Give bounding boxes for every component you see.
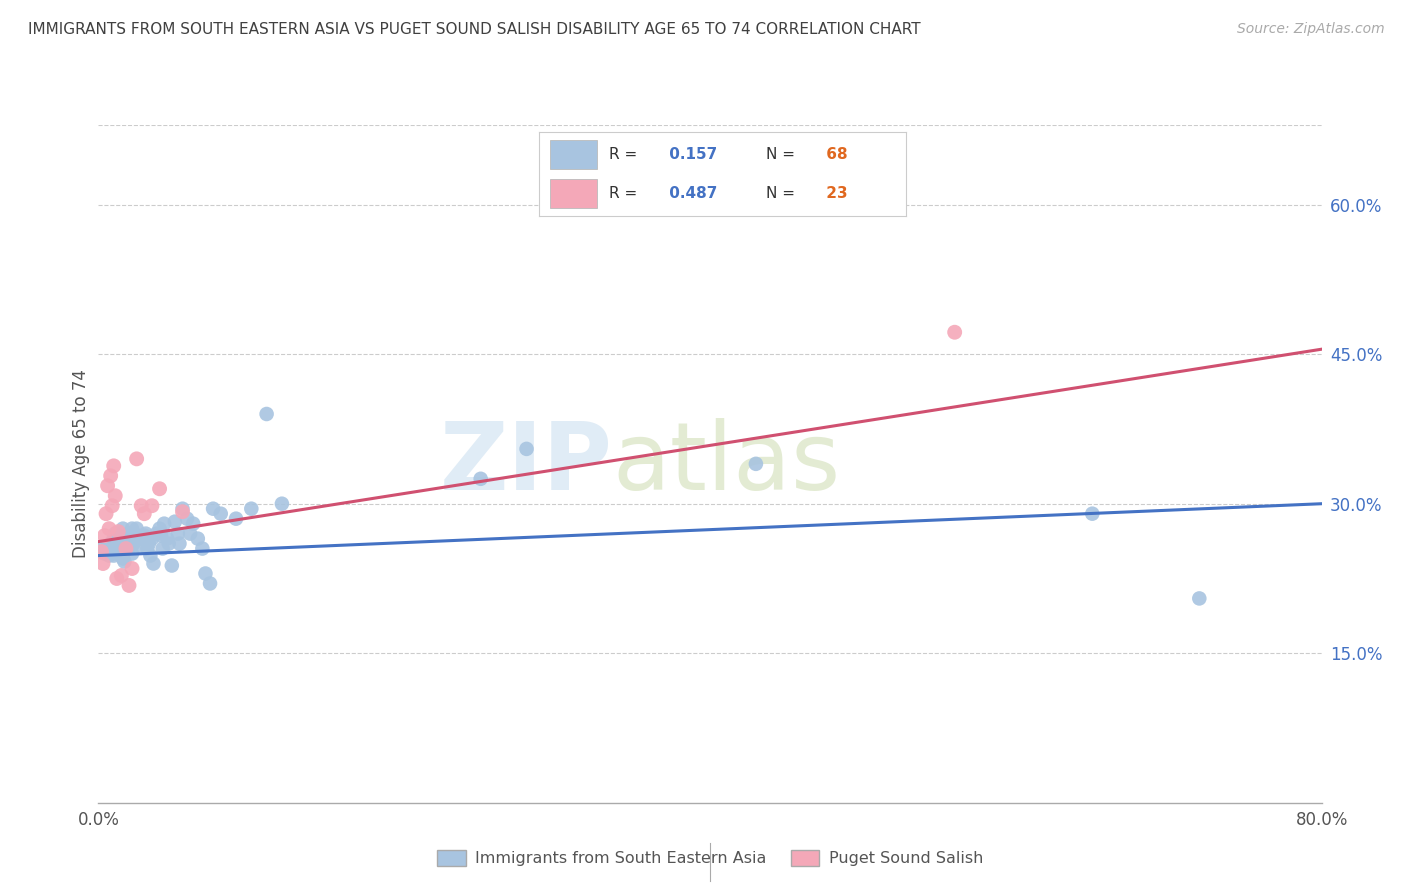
Point [149, 522, 172, 536]
Point [1081, 507, 1104, 521]
Point [110, 534, 132, 549]
Point [179, 526, 201, 541]
Point [167, 526, 190, 541]
Point [270, 497, 292, 511]
Point [153, 516, 176, 531]
Point [127, 528, 149, 542]
Point [118, 578, 141, 592]
Point [256, 407, 278, 421]
Point [122, 536, 145, 550]
Y-axis label: Disability Age 65 to 74: Disability Age 65 to 74 [72, 369, 90, 558]
Point [150, 528, 173, 542]
Text: ZIP: ZIP [439, 417, 612, 510]
Point [129, 499, 152, 513]
Point [103, 458, 125, 473]
Point [93, 528, 115, 542]
Point [103, 532, 125, 546]
Point [181, 516, 204, 531]
Point [145, 526, 167, 541]
Point [111, 551, 134, 566]
Point [100, 468, 122, 483]
Point [141, 532, 163, 546]
Point [110, 544, 132, 558]
Point [115, 541, 138, 556]
Point [100, 536, 122, 550]
Point [209, 507, 232, 521]
Point [134, 507, 156, 521]
Point [138, 536, 160, 550]
Point [125, 522, 148, 536]
Point [156, 532, 179, 546]
Point [176, 511, 198, 525]
Point [194, 566, 217, 581]
Point [169, 536, 191, 550]
Point [135, 526, 157, 541]
Point [125, 451, 148, 466]
Point [108, 544, 131, 558]
Point [101, 499, 124, 513]
Text: atlas: atlas [612, 417, 841, 510]
Point [115, 539, 138, 553]
Point [93, 547, 115, 561]
Point [110, 568, 132, 582]
Point [136, 541, 159, 556]
Point [97, 539, 120, 553]
Point [172, 501, 194, 516]
Point [94, 544, 117, 558]
Point [112, 539, 135, 553]
Point [105, 547, 128, 561]
Point [118, 541, 141, 556]
Point [111, 522, 134, 536]
Point [134, 528, 156, 542]
Point [943, 325, 966, 339]
Point [105, 539, 128, 553]
Point [121, 561, 143, 575]
Point [745, 457, 768, 471]
Point [516, 442, 538, 456]
Point [120, 532, 142, 546]
Point [225, 511, 247, 525]
Point [202, 501, 225, 516]
Point [101, 541, 124, 556]
Point [187, 532, 209, 546]
Point [105, 572, 128, 586]
Point [112, 555, 135, 569]
Point [152, 541, 174, 556]
Point [470, 472, 492, 486]
Point [104, 489, 127, 503]
Point [141, 499, 163, 513]
Point [129, 532, 152, 546]
Point [172, 505, 194, 519]
Point [160, 558, 183, 573]
Point [142, 557, 165, 571]
Point [191, 541, 214, 556]
Point [98, 522, 121, 536]
Point [118, 526, 141, 541]
Point [1188, 591, 1211, 606]
Point [103, 549, 125, 563]
Point [107, 528, 129, 542]
Point [94, 507, 117, 521]
Point [139, 549, 162, 563]
Text: Source: ZipAtlas.com: Source: ZipAtlas.com [1237, 22, 1385, 37]
Point [240, 501, 263, 516]
Point [97, 479, 120, 493]
Legend: Immigrants from South Eastern Asia, Puget Sound Salish: Immigrants from South Eastern Asia, Puge… [430, 844, 990, 872]
Point [121, 522, 143, 536]
Point [90, 544, 112, 558]
Point [163, 515, 186, 529]
Point [157, 536, 180, 550]
Point [98, 549, 121, 563]
Text: IMMIGRANTS FROM SOUTH EASTERN ASIA VS PUGET SOUND SALISH DISABILITY AGE 65 TO 74: IMMIGRANTS FROM SOUTH EASTERN ASIA VS PU… [28, 22, 921, 37]
Point [198, 576, 221, 591]
Point [91, 541, 114, 556]
Point [104, 526, 127, 541]
Point [107, 524, 129, 539]
Point [91, 557, 114, 571]
Point [121, 547, 143, 561]
Point [128, 539, 150, 553]
Point [149, 482, 172, 496]
